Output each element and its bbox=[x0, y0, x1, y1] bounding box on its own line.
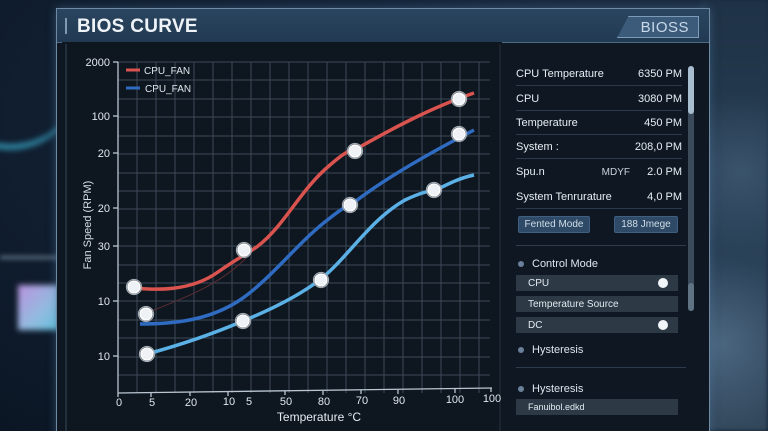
scrollbar-thumb[interactable] bbox=[688, 66, 694, 114]
point-lightblue-3 bbox=[312, 271, 330, 289]
curve-red bbox=[133, 91, 475, 291]
scrollbar-lower-segment bbox=[688, 283, 694, 311]
legend-label-blue: CPU_FAN bbox=[145, 84, 191, 95]
toggle-on-icon[interactable] bbox=[658, 278, 668, 288]
stat-label: Spu.n bbox=[516, 166, 545, 178]
hysteresis-label: Hysteresis bbox=[532, 344, 584, 356]
point-blue-3 bbox=[450, 125, 468, 143]
bullet-icon bbox=[518, 347, 524, 353]
hysteresis-field-value: Fanuibol.edkd bbox=[528, 402, 585, 412]
x-tick-label: 90 bbox=[393, 395, 405, 407]
stat-row-temperature: Temperature 450 PM bbox=[516, 111, 682, 135]
point-red-1 bbox=[125, 278, 143, 296]
hysteresis-header-2: Hysteresis bbox=[518, 383, 583, 395]
option-cpu[interactable]: CPU bbox=[516, 275, 678, 291]
x-tick-label: 5 bbox=[149, 397, 155, 409]
hysteresis-header-1[interactable]: Hysteresis bbox=[518, 344, 583, 356]
y-axis-title: Fan Speed (RPM) bbox=[82, 181, 94, 270]
y-tick-label: 10 bbox=[98, 351, 110, 363]
toggle-on-icon[interactable] bbox=[658, 320, 668, 330]
curve-points bbox=[125, 90, 468, 363]
chart-legend: CPU_FAN CPU_FAN bbox=[126, 66, 191, 95]
image-button[interactable]: 188 Jmege bbox=[614, 216, 678, 233]
stat-row-system-temperature: System Tenrurature 4,0 PM bbox=[516, 185, 682, 209]
y-tick-labels: 2000 100 20 20 30 10 10 bbox=[86, 57, 110, 363]
stat-value: 4,0 PM bbox=[647, 190, 682, 203]
y-tick-label: 20 bbox=[98, 148, 110, 160]
hysteresis-field[interactable]: Fanuibol.edkd bbox=[516, 399, 678, 415]
right-panel-scrollbar[interactable] bbox=[688, 66, 694, 311]
legend-label-red: CPU_FAN bbox=[144, 66, 190, 77]
x-tick-label: 100 bbox=[446, 394, 464, 406]
stat-row-cpu-temperature: CPU Temperature 6350 PM bbox=[516, 62, 682, 86]
point-blue-1 bbox=[137, 305, 155, 323]
option-temperature-source[interactable]: Temperature Source bbox=[516, 296, 678, 312]
x-tick-label: 10 bbox=[223, 396, 235, 408]
point-lightblue-4 bbox=[425, 181, 443, 199]
background-hardware bbox=[700, 0, 768, 431]
point-lightblue-2 bbox=[234, 312, 252, 330]
x-tick-label: 50 bbox=[280, 396, 292, 408]
stat-value: 6350 PM bbox=[637, 67, 682, 80]
bios-badge[interactable]: BIOSS bbox=[617, 16, 699, 38]
x-tick-labels: 0 5 20 10 5 50 80 70 90 100 100 bbox=[116, 393, 501, 409]
stat-label: System : bbox=[516, 140, 559, 153]
curve-blue bbox=[139, 128, 475, 326]
stat-row-cpu: CPU 3080 PM bbox=[516, 87, 682, 111]
x-tick-label: 20 bbox=[185, 397, 197, 409]
point-red-2 bbox=[235, 241, 253, 259]
y-tick-label: 10 bbox=[98, 296, 110, 308]
option-label: Temperature Source bbox=[528, 298, 619, 310]
stat-mid: MDYF bbox=[601, 166, 630, 178]
curve-red-faint bbox=[145, 257, 247, 314]
point-blue-2 bbox=[341, 196, 359, 214]
stat-value: 3080 PM bbox=[637, 92, 682, 105]
stat-row-system: System : 208,0 PM bbox=[516, 135, 682, 159]
option-label: CPU bbox=[528, 277, 550, 289]
option-dc[interactable]: DC bbox=[516, 317, 678, 333]
background-glow-box bbox=[18, 285, 60, 330]
fented-mode-button[interactable]: Fented Mode bbox=[518, 216, 590, 233]
x-tick-label: 80 bbox=[318, 396, 330, 408]
bullet-icon bbox=[518, 261, 524, 267]
window-title: BIOS CURVE bbox=[77, 16, 198, 37]
y-tick-label: 100 bbox=[92, 111, 110, 123]
stat-value: 2.0 PM bbox=[647, 166, 682, 178]
stat-value: 450 PM bbox=[644, 116, 682, 129]
background-light-bar bbox=[0, 255, 60, 260]
stat-label: System Tenrurature bbox=[516, 190, 612, 203]
y-tick-label: 20 bbox=[98, 203, 110, 215]
x-tick-label: 5 bbox=[246, 396, 252, 408]
right-panel: CPU Temperature 6350 PM CPU 3080 PM Temp… bbox=[512, 60, 692, 430]
stat-row-spun: Spu.n MDYF 2.0 PM bbox=[516, 160, 682, 184]
y-tick-label: 30 bbox=[98, 241, 110, 253]
stat-label: CPU Temperature bbox=[516, 67, 604, 80]
stat-value: 208,0 PM bbox=[634, 140, 682, 153]
option-label: DC bbox=[528, 319, 543, 331]
x-tick-label: 70 bbox=[356, 395, 368, 407]
point-lightblue-1 bbox=[138, 345, 156, 363]
hysteresis-label: Hysteresis bbox=[532, 383, 584, 395]
chart-grid bbox=[117, 61, 490, 393]
title-accent-bar bbox=[65, 18, 67, 34]
point-red-4 bbox=[450, 90, 468, 108]
stat-label: Temperature bbox=[516, 116, 578, 129]
x-tick-label: 100 bbox=[483, 393, 501, 405]
chart-axes bbox=[113, 61, 493, 397]
x-tick-label: 0 bbox=[116, 397, 122, 409]
divider bbox=[516, 245, 686, 246]
control-mode-label: Control Mode bbox=[532, 258, 599, 270]
x-axis-title: Temperature °C bbox=[277, 410, 361, 424]
stat-label: CPU bbox=[516, 92, 540, 105]
control-mode-header: Control Mode bbox=[518, 258, 598, 270]
y-tick-label: 2000 bbox=[86, 57, 110, 69]
bullet-icon bbox=[518, 386, 524, 392]
divider bbox=[516, 367, 686, 368]
point-red-3 bbox=[346, 142, 364, 160]
